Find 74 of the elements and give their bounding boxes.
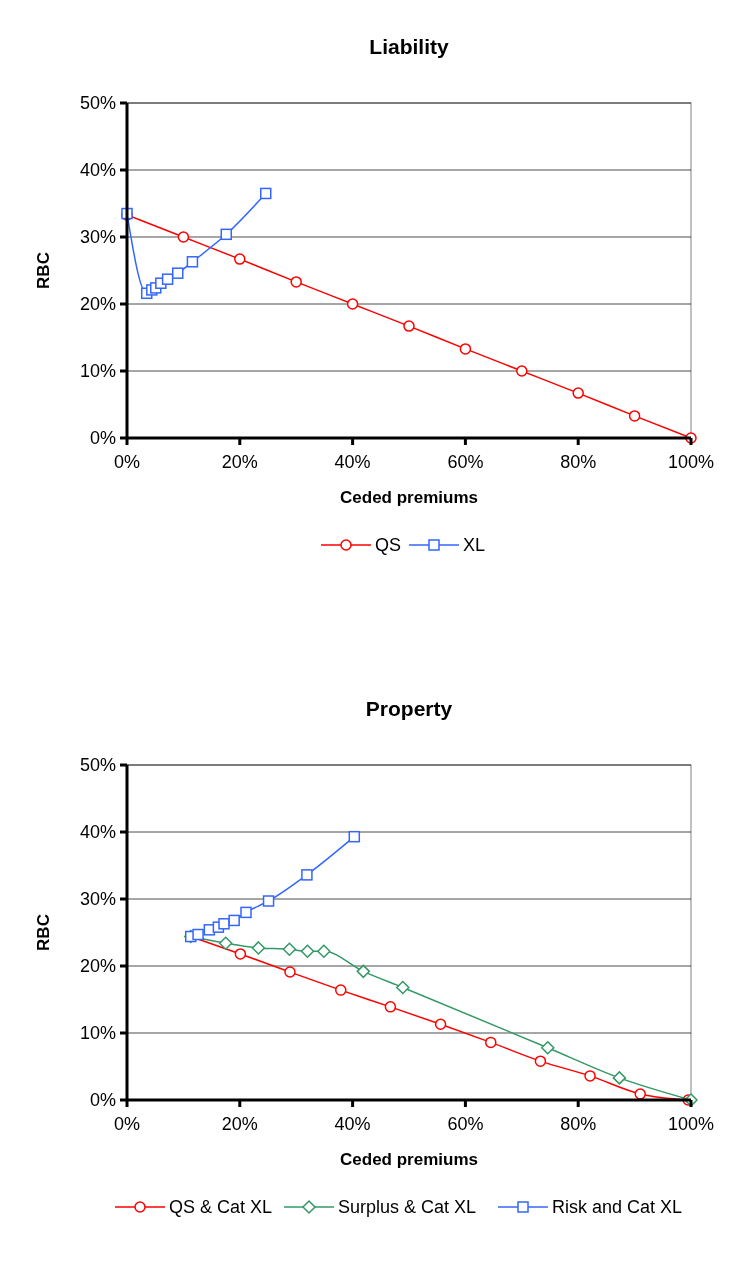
point: [259, 187, 272, 200]
point: [628, 410, 641, 422]
x-tick-label: 0%: [113, 1114, 141, 1134]
point: [335, 984, 347, 996]
point: [218, 918, 230, 930]
point: [317, 944, 331, 959]
point: [612, 1071, 627, 1085]
point: [634, 1088, 646, 1100]
point: [459, 343, 472, 355]
point: [534, 1055, 547, 1067]
point: [584, 1070, 596, 1082]
y-tick-label: 50%: [79, 93, 116, 114]
chart-title: Property: [365, 697, 453, 720]
x-tick-label: 40%: [334, 452, 371, 472]
y-tick-label: 40%: [79, 160, 116, 181]
point: [485, 1036, 497, 1049]
y-tick-label: 40%: [79, 822, 116, 843]
point: [300, 944, 315, 959]
chart-title: Liability: [369, 35, 449, 58]
legend-label: QS & Cat XL: [169, 1197, 273, 1218]
point: [282, 942, 297, 956]
point: [403, 320, 415, 332]
y-axis-title: RBC: [34, 252, 53, 289]
point: [192, 928, 204, 941]
point: [540, 1040, 555, 1055]
y-tick-label: 20%: [79, 956, 116, 977]
point: [572, 387, 584, 399]
point: [240, 906, 252, 919]
point: [301, 869, 313, 881]
y-tick-label: 20%: [79, 294, 116, 315]
point: [348, 830, 361, 843]
point: [177, 231, 190, 243]
y-tick-label: 30%: [79, 889, 116, 910]
point: [228, 914, 240, 927]
x-axis-title: Ceded premiums: [340, 1150, 478, 1169]
x-tick-label: 100%: [667, 1114, 715, 1134]
y-tick-label: 0%: [89, 428, 116, 449]
legend-label: QS: [375, 535, 402, 556]
x-tick-label: 100%: [667, 452, 715, 472]
y-tick-label: 0%: [89, 1090, 116, 1111]
x-axis-title: Ceded premiums: [340, 488, 478, 507]
point: [384, 1001, 397, 1013]
point: [434, 1018, 447, 1031]
point: [251, 941, 266, 955]
y-axis-title: RBC: [34, 914, 53, 951]
point: [356, 964, 371, 979]
point: [186, 256, 199, 268]
point: [290, 276, 302, 288]
point: [234, 948, 247, 960]
point: [220, 228, 233, 241]
x-tick-label: 80%: [560, 1114, 597, 1134]
y-tick-label: 50%: [79, 755, 116, 776]
point: [284, 966, 296, 978]
x-tick-label: 20%: [221, 1114, 258, 1134]
y-tick-label: 10%: [79, 1023, 116, 1044]
point: [346, 298, 359, 310]
y-tick-label: 10%: [79, 361, 116, 382]
point: [262, 895, 275, 907]
point: [218, 936, 233, 950]
x-tick-label: 20%: [221, 452, 258, 472]
x-tick-label: 0%: [113, 452, 141, 472]
legend-label: Surplus & Cat XL: [338, 1197, 477, 1218]
point: [172, 267, 184, 279]
x-tick-label: 60%: [447, 1114, 484, 1134]
point: [234, 253, 246, 265]
x-tick-label: 60%: [447, 452, 484, 472]
x-tick-label: 80%: [560, 452, 597, 472]
point: [161, 273, 174, 285]
x-tick-label: 40%: [334, 1114, 371, 1134]
legend-label: XL: [463, 535, 486, 556]
y-tick-label: 30%: [79, 227, 116, 248]
point: [396, 980, 410, 995]
point: [516, 365, 528, 377]
legend-label: Risk and Cat XL: [552, 1197, 683, 1218]
